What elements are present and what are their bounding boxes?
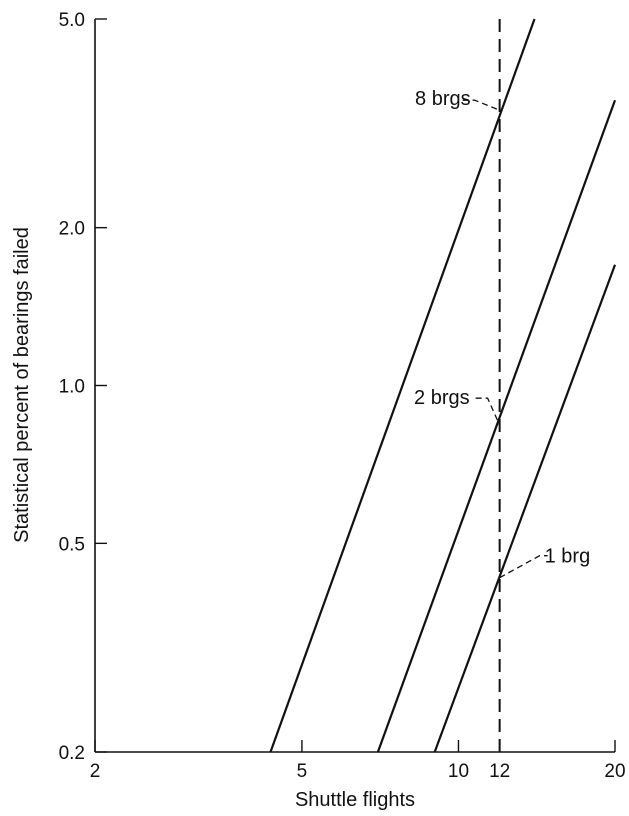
series-line bbox=[376, 99, 617, 753]
y-tick-label: 0.5 bbox=[59, 534, 85, 555]
x-tick-label: 10 bbox=[448, 761, 469, 782]
annotation-label: 8 brgs bbox=[415, 88, 471, 110]
y-tick-label: 0.2 bbox=[59, 743, 85, 764]
annotation-label: 2 brgs bbox=[414, 387, 470, 409]
y-tick-label: 1.0 bbox=[59, 377, 85, 398]
series-line bbox=[269, 18, 536, 753]
annotation-label: 1 brg bbox=[545, 546, 591, 568]
y-axis-title: Statistical percent of bearings failed bbox=[11, 227, 33, 543]
annotation-leader bbox=[475, 397, 501, 426]
y-tick-label: 5.0 bbox=[59, 10, 85, 31]
x-tick-label: 2 bbox=[90, 761, 101, 782]
x-tick-label: 20 bbox=[604, 761, 625, 782]
x-axis-title: Shuttle flights bbox=[295, 789, 415, 811]
x-tick-label: 12 bbox=[489, 761, 510, 782]
series-line bbox=[433, 264, 617, 753]
x-tick-label: 5 bbox=[297, 761, 308, 782]
y-tick-label: 2.0 bbox=[59, 219, 85, 240]
annotation-leader bbox=[499, 555, 548, 579]
annotation-leader bbox=[462, 99, 500, 111]
